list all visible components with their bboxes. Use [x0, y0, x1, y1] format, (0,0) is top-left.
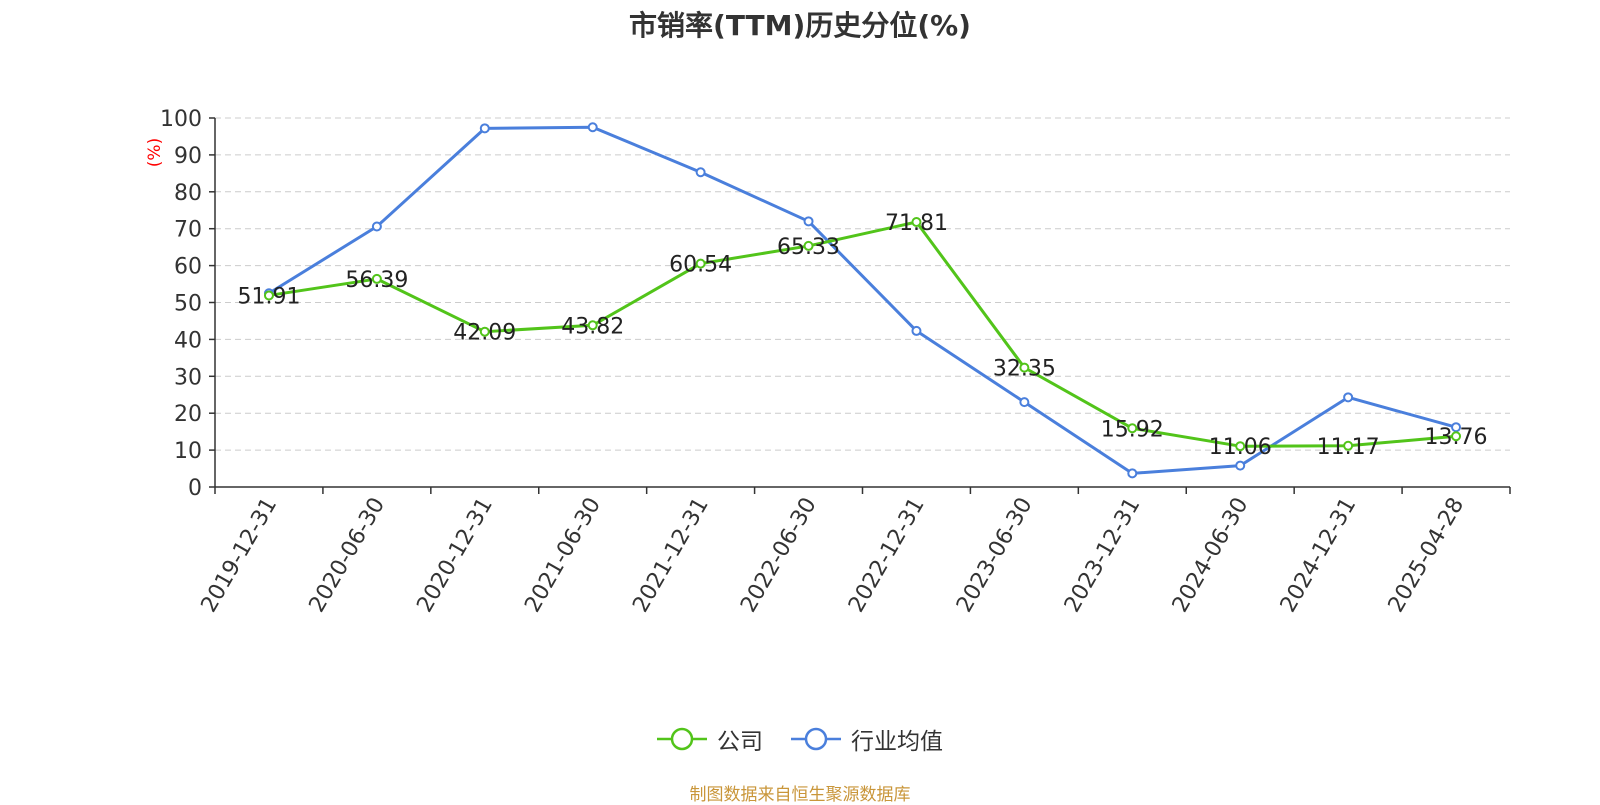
- data-point-industry: [1127, 468, 1138, 479]
- legend: 公司 行业均值: [0, 722, 1600, 756]
- y-tick-label: 0: [188, 476, 202, 501]
- data-label-company: 15.92: [1101, 417, 1164, 442]
- y-tick-label: 10: [174, 439, 202, 464]
- data-point-industry: [1235, 460, 1246, 471]
- data-label-company: 56.39: [345, 268, 408, 293]
- y-tick-label: 100: [160, 107, 202, 132]
- legend-label-company: 公司: [717, 729, 763, 755]
- data-point-company: [803, 240, 814, 251]
- legend-label-industry: 行业均值: [851, 729, 943, 755]
- data-label-company: 11.06: [1209, 435, 1272, 460]
- data-label-company: 32.35: [993, 357, 1056, 382]
- data-point-industry: [1451, 422, 1462, 433]
- chart-title: 市销率(TTM)历史分位(%): [629, 9, 971, 42]
- data-point-industry: [911, 325, 922, 336]
- data-point-company: [1451, 431, 1462, 442]
- y-tick-label: 40: [174, 328, 202, 353]
- data-point-industry: [587, 122, 598, 133]
- data-point-industry: [1019, 397, 1030, 408]
- data-label-company: 42.09: [453, 321, 516, 346]
- data-label-company: 71.81: [885, 211, 948, 236]
- x-tick-label: 2020-12-31: [412, 493, 498, 616]
- x-tick-label: 2022-06-30: [736, 494, 822, 617]
- data-point-industry: [695, 167, 706, 178]
- data-point-company: [479, 326, 490, 337]
- x-tick-label: 2025-04-28: [1384, 494, 1470, 617]
- source-footer: 制图数据来自恒生聚源数据库: [689, 785, 911, 805]
- series-line-industry: [268, 125, 1457, 475]
- data-point-company: [263, 290, 274, 301]
- y-axis-label: (%): [145, 138, 165, 167]
- data-label-company: 43.82: [561, 314, 624, 339]
- data-point-company: [587, 320, 598, 331]
- x-tick-label: 2023-12-31: [1060, 494, 1146, 617]
- y-tick-label: 60: [174, 255, 202, 280]
- data-point-company: [1343, 440, 1354, 451]
- legend-item-industry[interactable]: 行业均值: [791, 722, 943, 756]
- data-point-industry: [479, 123, 490, 134]
- data-point-company: [371, 273, 382, 284]
- x-tick-label: 2023-06-30: [952, 494, 1038, 617]
- legend-item-company[interactable]: 公司: [657, 722, 763, 756]
- data-point-industry: [803, 216, 814, 227]
- data-point-company: [911, 217, 922, 228]
- data-label-company: 51.91: [237, 284, 300, 309]
- series-line-company: [268, 220, 1457, 448]
- x-tick-label: 2022-12-31: [844, 493, 930, 616]
- x-tick-label: 2019-12-31: [197, 494, 283, 617]
- y-tick-label: 90: [174, 144, 202, 169]
- legend-line-marker-icon: [791, 727, 841, 751]
- x-tick-label: 2021-06-30: [520, 494, 606, 617]
- data-point-company: [695, 258, 706, 269]
- data-point-industry: [371, 221, 382, 232]
- legend-line-marker-icon: [657, 727, 707, 751]
- data-label-company: 13.76: [1425, 425, 1488, 450]
- data-label-company: 65.33: [777, 235, 840, 260]
- x-tick-label: 2020-06-30: [304, 494, 390, 617]
- x-tick-label: 2024-12-31: [1276, 494, 1362, 617]
- data-label-company: 60.54: [669, 253, 732, 278]
- y-tick-label: 20: [174, 402, 202, 427]
- data-point-company: [1235, 441, 1246, 452]
- data-label-company: 11.17: [1317, 435, 1380, 460]
- x-tick-label: 2024-06-30: [1168, 494, 1254, 617]
- y-tick-label: 30: [174, 365, 202, 390]
- data-point-company: [1127, 423, 1138, 434]
- data-point-company: [1019, 362, 1030, 373]
- y-tick-label: 50: [174, 292, 202, 317]
- y-tick-label: 70: [174, 218, 202, 243]
- y-tick-label: 80: [174, 181, 202, 206]
- data-point-industry: [1343, 392, 1354, 403]
- x-tick-label: 2021-12-31: [628, 494, 714, 617]
